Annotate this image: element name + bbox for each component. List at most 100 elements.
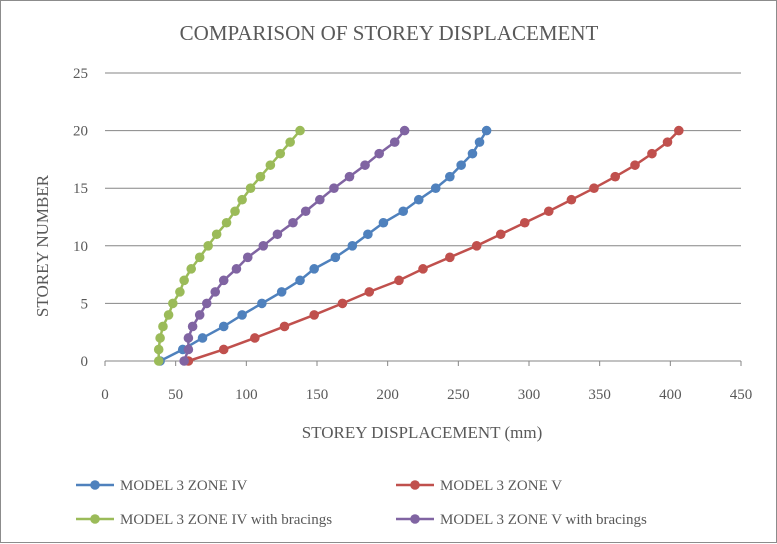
legend-marker	[410, 514, 420, 524]
data-point	[309, 310, 319, 320]
y-tick-label: 20	[73, 124, 88, 140]
data-point	[495, 229, 506, 240]
data-point	[481, 125, 492, 136]
data-point	[413, 194, 424, 205]
data-point	[255, 171, 266, 182]
series-1	[155, 125, 492, 366]
data-point	[347, 241, 358, 251]
data-point	[399, 125, 410, 136]
x-tick-label: 200	[376, 387, 399, 403]
chart-title: COMPARISON OF STOREY DISPLACEMENT	[180, 21, 599, 45]
data-point	[662, 137, 673, 147]
data-point	[610, 171, 621, 182]
data-point	[257, 298, 267, 309]
legend: MODEL 3 ZONE IV MODEL 3 ZONE V MODEL 3 ZON…	[76, 478, 647, 528]
data-point	[456, 160, 466, 170]
data-point	[272, 229, 283, 240]
data-point	[186, 264, 197, 274]
data-point	[250, 333, 260, 343]
data-point	[218, 275, 229, 286]
data-point	[179, 356, 189, 366]
x-tick-label: 300	[518, 387, 541, 403]
data-point	[288, 217, 298, 228]
data-point	[230, 206, 240, 217]
data-point	[183, 333, 194, 343]
x-tick-label: 0	[101, 387, 109, 403]
data-point	[374, 148, 384, 159]
legend-item-4: MODEL 3 ZONE V with bracings	[396, 512, 647, 528]
data-point	[275, 148, 286, 159]
data-point	[153, 344, 164, 355]
data-point	[418, 264, 428, 274]
data-point	[153, 356, 164, 366]
data-point	[158, 321, 168, 332]
legend-label: MODEL 3 ZONE V with bracings	[440, 512, 647, 528]
legend-marker	[90, 480, 100, 490]
data-point	[155, 333, 165, 343]
x-tick-label: 150	[306, 387, 329, 403]
x-tick-label: 100	[235, 387, 258, 403]
y-tick-label: 15	[73, 181, 88, 197]
data-point	[378, 217, 389, 228]
y-tick-label: 10	[73, 239, 88, 255]
legend-item-2: MODEL 3 ZONE V	[396, 478, 562, 494]
series-group	[153, 125, 684, 366]
data-point	[237, 194, 247, 205]
data-point	[309, 264, 319, 274]
axes	[104, 360, 742, 366]
legend-item-3: MODEL 3 ZONE IV with bracings	[76, 512, 332, 528]
series-4	[179, 125, 410, 366]
data-point	[179, 275, 189, 286]
x-tick-label: 400	[659, 387, 682, 403]
data-point	[519, 217, 530, 228]
data-point	[630, 160, 640, 170]
data-point	[279, 321, 290, 332]
data-point	[566, 194, 577, 205]
legend-marker	[410, 480, 420, 490]
data-point	[163, 310, 174, 320]
data-point	[187, 321, 198, 332]
data-point	[295, 125, 305, 136]
y-tick-label: 25	[73, 66, 88, 82]
y-axis-title: STOREY NUMBER	[33, 174, 52, 317]
data-point	[337, 298, 348, 309]
data-point	[175, 287, 185, 297]
x-tick-label: 250	[447, 387, 470, 403]
data-point	[364, 287, 375, 297]
data-point	[330, 252, 341, 263]
data-point	[398, 206, 409, 217]
data-point	[201, 298, 212, 309]
data-point	[589, 183, 599, 193]
x-tick-label: 450	[730, 387, 753, 403]
data-point	[285, 137, 295, 147]
legend-label: MODEL 3 ZONE IV with bracings	[120, 512, 332, 528]
data-point	[237, 310, 247, 320]
data-point	[363, 229, 373, 240]
data-point	[474, 137, 485, 147]
y-tick-label: 0	[81, 354, 89, 370]
data-point	[445, 252, 455, 263]
x-tick-label: 350	[588, 387, 611, 403]
data-point	[300, 206, 311, 217]
data-point	[329, 183, 339, 193]
data-point	[389, 137, 400, 147]
data-point	[276, 287, 287, 297]
data-point	[258, 241, 269, 251]
data-point	[394, 275, 404, 286]
legend-label: MODEL 3 ZONE IV	[120, 478, 248, 494]
x-tick-label: 50	[168, 387, 183, 403]
data-point	[430, 183, 441, 193]
x-axis-title: STOREY DISPLACEMENT (mm)	[302, 423, 543, 442]
data-point	[221, 217, 232, 228]
data-point	[242, 252, 253, 263]
data-point	[218, 344, 229, 355]
data-point	[168, 298, 178, 309]
data-point	[467, 148, 478, 159]
data-point	[295, 275, 305, 286]
data-point	[194, 310, 205, 320]
legend-label: MODEL 3 ZONE V	[440, 478, 562, 494]
data-point	[203, 241, 213, 251]
data-point	[245, 183, 256, 193]
data-point	[231, 264, 242, 274]
